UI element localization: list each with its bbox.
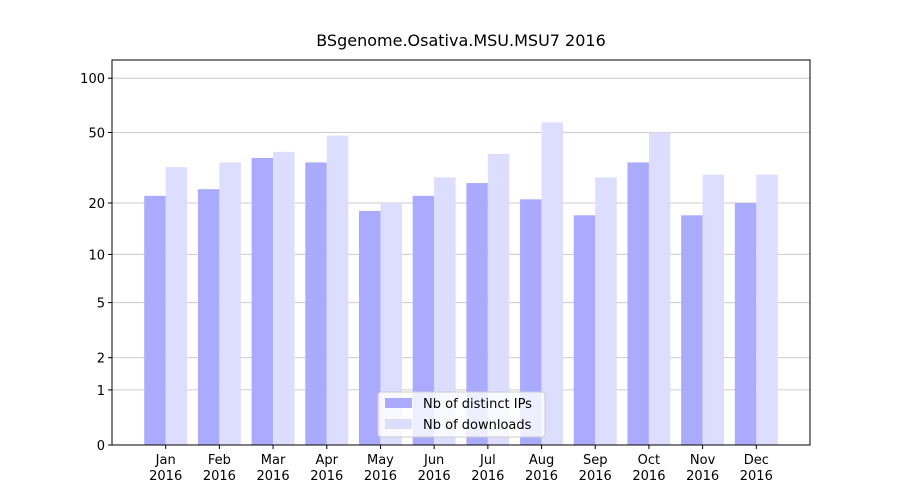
legend-swatch — [385, 419, 412, 429]
y-tick-label: 50 — [88, 127, 105, 142]
x-tick-label: Aug 2016 — [524, 453, 559, 484]
bar — [573, 215, 596, 445]
y-tick-label: 2 — [97, 352, 105, 367]
y-tick-label: 10 — [88, 248, 105, 263]
x-tick-label: Jun 2016 — [417, 453, 451, 484]
bar — [734, 203, 757, 445]
x-tick-label: May 2016 — [363, 453, 397, 484]
bar — [144, 195, 166, 445]
bar — [648, 132, 671, 445]
bar — [326, 135, 349, 445]
bar — [358, 210, 381, 445]
legend-box — [377, 391, 546, 438]
y-tick-label: 20 — [88, 197, 105, 212]
bar — [197, 189, 220, 445]
x-tick-label: Mar 2016 — [256, 453, 290, 484]
x-tick-label: Nov 2016 — [686, 453, 720, 484]
x-tick-label: Jul 2016 — [471, 453, 505, 484]
bar — [434, 177, 456, 445]
bar — [487, 153, 510, 445]
bar — [595, 177, 617, 445]
bar — [520, 199, 542, 445]
x-tick-label: Sep 2016 — [578, 453, 612, 484]
y-tick-label: 0 — [97, 439, 105, 454]
bar — [305, 162, 327, 445]
x-tick-label: Apr 2016 — [310, 453, 344, 484]
plot-frame — [111, 59, 811, 446]
bar — [273, 151, 295, 445]
legend-label: Nb of distinct IPs — [423, 397, 532, 412]
bar — [251, 158, 274, 445]
chart-title: BSgenome.Osativa.MSU.MSU7 2016 — [316, 31, 606, 50]
bar — [541, 122, 564, 445]
bar — [627, 162, 649, 445]
x-tick-label: Jan 2016 — [149, 453, 183, 484]
x-tick-label: Feb 2016 — [202, 453, 236, 484]
bar — [412, 195, 435, 445]
bar — [702, 174, 725, 445]
legend-label: Nb of downloads — [423, 418, 532, 433]
bar — [756, 174, 778, 445]
bar — [681, 215, 703, 445]
y-tick-label: 100 — [80, 72, 105, 87]
bar — [165, 167, 188, 445]
bar — [380, 203, 402, 445]
bar — [466, 183, 488, 445]
y-tick-label: 5 — [97, 297, 105, 312]
bar — [219, 162, 241, 445]
x-tick-label: Oct 2016 — [632, 453, 666, 484]
x-tick-label: Dec 2016 — [739, 453, 773, 484]
y-tick-label: 1 — [97, 384, 105, 399]
legend-swatch — [385, 398, 412, 408]
